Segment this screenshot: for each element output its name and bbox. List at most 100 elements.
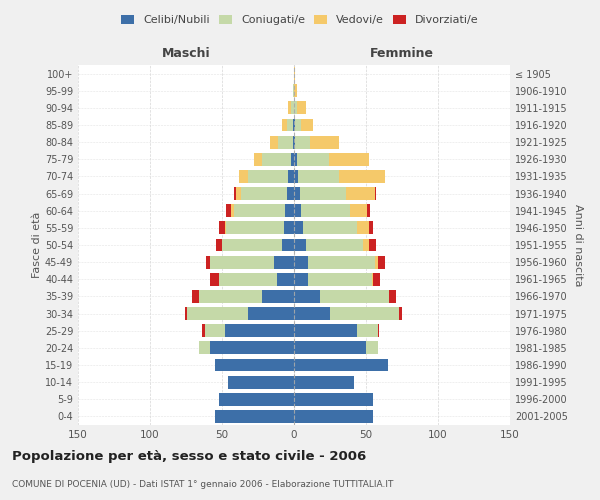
Bar xyxy=(199,342,211,354)
Bar xyxy=(248,307,294,320)
Bar xyxy=(283,118,287,132)
Bar xyxy=(294,118,295,132)
Bar xyxy=(291,102,294,114)
Bar xyxy=(294,290,320,303)
Bar xyxy=(288,102,291,114)
Bar xyxy=(269,136,278,148)
Bar xyxy=(254,153,262,166)
Bar xyxy=(233,204,286,217)
Bar xyxy=(293,84,294,97)
Bar xyxy=(346,187,374,200)
Bar xyxy=(192,290,199,303)
Bar xyxy=(294,238,305,252)
Bar xyxy=(297,153,329,166)
Bar xyxy=(308,256,374,268)
Bar xyxy=(241,187,287,200)
Bar xyxy=(236,187,241,200)
Bar xyxy=(222,238,283,252)
Bar xyxy=(300,187,346,200)
Bar xyxy=(291,153,294,166)
Bar xyxy=(202,324,205,337)
Bar xyxy=(211,342,294,354)
Bar xyxy=(226,222,284,234)
Bar xyxy=(287,187,294,200)
Bar xyxy=(187,307,248,320)
Bar xyxy=(294,222,302,234)
Bar xyxy=(228,376,294,388)
Bar xyxy=(185,307,187,320)
Bar xyxy=(294,410,373,423)
Bar xyxy=(305,238,363,252)
Bar xyxy=(294,204,301,217)
Bar xyxy=(294,187,300,200)
Bar xyxy=(262,153,291,166)
Bar xyxy=(294,136,295,148)
Bar xyxy=(369,222,373,234)
Bar xyxy=(219,273,277,285)
Bar xyxy=(301,118,313,132)
Bar xyxy=(399,307,402,320)
Bar xyxy=(373,273,380,285)
Bar xyxy=(329,153,369,166)
Bar xyxy=(369,238,376,252)
Bar xyxy=(338,170,385,183)
Bar xyxy=(297,102,305,114)
Bar xyxy=(294,307,330,320)
Bar xyxy=(377,256,385,268)
Bar xyxy=(294,358,388,372)
Bar xyxy=(294,153,297,166)
Bar xyxy=(374,187,376,200)
Bar xyxy=(295,118,301,132)
Bar xyxy=(294,273,308,285)
Bar xyxy=(287,118,293,132)
Bar xyxy=(294,84,297,97)
Bar xyxy=(225,324,294,337)
Bar xyxy=(278,136,293,148)
Bar xyxy=(310,136,338,148)
Bar xyxy=(262,290,294,303)
Bar xyxy=(288,170,294,183)
Bar xyxy=(211,273,219,285)
Bar xyxy=(211,256,274,268)
Bar xyxy=(293,118,294,132)
Bar xyxy=(233,187,236,200)
Bar xyxy=(294,376,355,388)
Bar xyxy=(389,290,396,303)
Bar xyxy=(294,342,366,354)
Bar xyxy=(286,204,294,217)
Bar xyxy=(358,324,377,337)
Bar xyxy=(302,222,358,234)
Bar xyxy=(216,238,222,252)
Bar xyxy=(366,342,377,354)
Bar xyxy=(350,204,367,217)
Bar xyxy=(294,393,373,406)
Bar xyxy=(320,290,389,303)
Bar xyxy=(301,204,350,217)
Bar xyxy=(274,256,294,268)
Bar xyxy=(298,170,338,183)
Text: Popolazione per età, sesso e stato civile - 2006: Popolazione per età, sesso e stato civil… xyxy=(12,450,366,463)
Bar xyxy=(215,358,294,372)
Bar xyxy=(206,256,211,268)
Bar xyxy=(219,222,225,234)
Bar xyxy=(284,222,294,234)
Text: COMUNE DI POCENIA (UD) - Dati ISTAT 1° gennaio 2006 - Elaborazione TUTTITALIA.IT: COMUNE DI POCENIA (UD) - Dati ISTAT 1° g… xyxy=(12,480,394,489)
Bar xyxy=(230,204,233,217)
Bar xyxy=(295,136,310,148)
Bar xyxy=(367,204,370,217)
Bar xyxy=(363,238,369,252)
Bar xyxy=(308,273,372,285)
Bar xyxy=(372,273,373,285)
Bar xyxy=(330,307,399,320)
Bar xyxy=(294,170,298,183)
Bar xyxy=(248,170,288,183)
Bar xyxy=(277,273,294,285)
Bar xyxy=(374,256,377,268)
Bar xyxy=(294,256,308,268)
Text: Femmine: Femmine xyxy=(370,47,434,60)
Y-axis label: Fasce di età: Fasce di età xyxy=(32,212,42,278)
Bar xyxy=(205,324,225,337)
Bar xyxy=(293,136,294,148)
Bar xyxy=(377,324,379,337)
Bar xyxy=(226,204,230,217)
